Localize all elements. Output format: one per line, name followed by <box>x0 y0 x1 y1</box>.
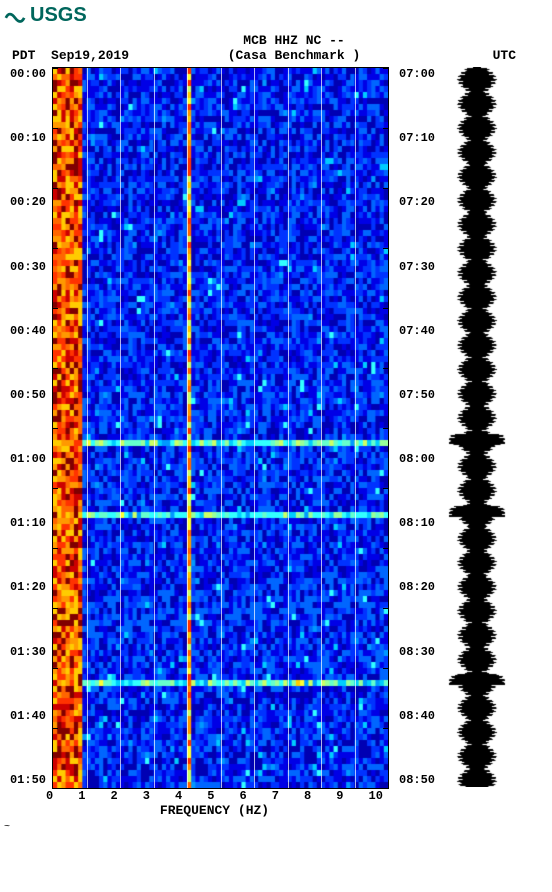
station-code: MCB HHZ NC -- <box>122 33 466 48</box>
x-tick: 1 <box>78 789 85 803</box>
y-right-tick: 07:30 <box>399 260 441 274</box>
y-right-tick: 08:50 <box>399 773 441 787</box>
x-tick: 7 <box>272 789 279 803</box>
y-right-tick: 08:20 <box>399 580 441 594</box>
y-left-tick: 01:20 <box>4 580 46 594</box>
x-tick: 10 <box>369 789 383 803</box>
spectrogram-plot <box>52 67 389 789</box>
y-right-tick: 07:00 <box>399 67 441 81</box>
y-right-tick: 08:40 <box>399 709 441 723</box>
y-left-tick: 01:30 <box>4 645 46 659</box>
y-left-tick: 01:10 <box>4 516 46 530</box>
x-tick: 2 <box>111 789 118 803</box>
y-axis-left-labels: 00:00 00:10 00:20 00:30 00:40 00:50 01:00 01:10… <box>4 67 46 787</box>
usgs-logo: USGS <box>4 4 552 27</box>
y-left-tick: 00:30 <box>4 260 46 274</box>
y-left-tick: 00:20 <box>4 195 46 209</box>
title-line-2: PDT Sep19,2019 (Casa Benchmark ) UTC <box>4 48 552 63</box>
x-axis-ticks: 0 1 2 3 4 5 6 7 8 9 10 <box>46 789 383 803</box>
seismic-trace <box>447 67 507 787</box>
y-left-tick: 00:10 <box>4 131 46 145</box>
x-tick: 9 <box>336 789 343 803</box>
footer-mark: ~ <box>4 822 552 833</box>
y-left-tick: 00:40 <box>4 324 46 338</box>
title-line-1: MCB HHZ NC -- <box>4 33 552 48</box>
x-tick: 5 <box>207 789 214 803</box>
wave-icon <box>4 5 26 27</box>
x-tick: 8 <box>304 789 311 803</box>
y-left-tick: 01:00 <box>4 452 46 466</box>
x-tick: 0 <box>46 789 53 803</box>
spectrogram-canvas <box>53 68 388 788</box>
y-left-tick: 00:00 <box>4 67 46 81</box>
y-left-tick: 01:50 <box>4 773 46 787</box>
y-right-tick: 07:10 <box>399 131 441 145</box>
y-left-tick: 00:50 <box>4 388 46 402</box>
station-name: (Casa Benchmark ) <box>122 48 466 63</box>
y-right-tick: 07:20 <box>399 195 441 209</box>
logo-text: USGS <box>30 4 87 27</box>
left-tz-date: PDT Sep19,2019 <box>12 48 122 63</box>
y-right-tick: 08:10 <box>399 516 441 530</box>
y-right-tick: 08:30 <box>399 645 441 659</box>
y-right-tick: 07:50 <box>399 388 441 402</box>
x-tick: 6 <box>240 789 247 803</box>
y-left-tick: 01:40 <box>4 709 46 723</box>
x-tick: 3 <box>143 789 150 803</box>
x-axis-label: FREQUENCY (HZ) <box>46 803 383 818</box>
x-tick: 4 <box>175 789 182 803</box>
trace-canvas <box>447 67 507 787</box>
y-right-tick: 08:00 <box>399 452 441 466</box>
right-tz: UTC <box>466 48 516 63</box>
y-right-tick: 07:40 <box>399 324 441 338</box>
y-axis-right-labels: 07:00 07:10 07:20 07:30 07:40 07:50 08:00 08:10… <box>395 67 441 787</box>
